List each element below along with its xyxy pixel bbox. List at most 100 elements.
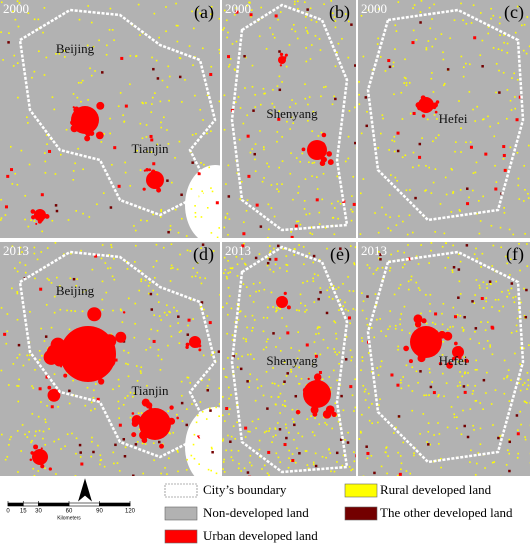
rural-land bbox=[445, 382, 448, 384]
rural-land bbox=[127, 297, 130, 300]
rural-land bbox=[160, 208, 163, 211]
rural-land bbox=[154, 276, 156, 279]
other-land bbox=[278, 88, 282, 92]
rural-land bbox=[48, 279, 50, 281]
rural-land bbox=[63, 253, 65, 256]
rural-land bbox=[9, 145, 12, 148]
rural-land bbox=[101, 309, 104, 311]
rural-land bbox=[188, 45, 191, 47]
rural-land bbox=[495, 63, 498, 65]
rural-land bbox=[118, 407, 120, 410]
rural-land bbox=[388, 269, 391, 272]
rural-land bbox=[63, 56, 66, 58]
urban-land bbox=[307, 377, 310, 381]
rural-land bbox=[64, 445, 66, 448]
rural-land bbox=[35, 430, 37, 433]
rural-land bbox=[27, 12, 30, 15]
rural-land bbox=[271, 382, 274, 385]
rural-land bbox=[238, 305, 240, 308]
rural-land bbox=[475, 359, 477, 362]
urban-land bbox=[118, 423, 122, 427]
urban-land bbox=[352, 202, 356, 206]
rural-land bbox=[378, 404, 380, 406]
other-land bbox=[166, 179, 169, 182]
rural-land bbox=[169, 225, 172, 227]
rural-land bbox=[231, 339, 234, 341]
urban-land bbox=[490, 325, 494, 329]
rural-land bbox=[169, 228, 172, 231]
rural-land bbox=[263, 92, 265, 95]
panel-label: (b) bbox=[329, 2, 350, 23]
rural-land bbox=[350, 359, 352, 362]
rural-land bbox=[163, 116, 165, 119]
rural-land bbox=[218, 227, 220, 229]
rural-land bbox=[117, 105, 120, 108]
rural-land bbox=[289, 106, 291, 108]
rural-land bbox=[37, 470, 40, 472]
rural-land bbox=[304, 450, 307, 452]
rural-land bbox=[459, 384, 462, 387]
rural-land bbox=[377, 250, 380, 253]
rural-land bbox=[176, 40, 179, 43]
rural-land bbox=[74, 310, 76, 312]
year-label: 2000 bbox=[225, 1, 251, 16]
rural-land bbox=[447, 256, 450, 259]
rural-land bbox=[317, 135, 320, 137]
rural-land bbox=[152, 289, 154, 292]
rural-land bbox=[223, 471, 226, 473]
rural-land bbox=[152, 213, 155, 216]
urban-land bbox=[120, 56, 124, 60]
rural-land bbox=[237, 450, 240, 452]
rural-land bbox=[204, 277, 206, 280]
rural-land bbox=[227, 313, 229, 316]
rural-land bbox=[243, 221, 245, 224]
rural-land bbox=[304, 26, 307, 29]
rural-land bbox=[405, 189, 408, 192]
rural-land bbox=[519, 378, 522, 380]
rural-land bbox=[431, 45, 434, 48]
rural-land bbox=[33, 18, 36, 21]
rural-land bbox=[499, 16, 501, 19]
urban-land bbox=[95, 131, 104, 140]
rural-land bbox=[175, 24, 178, 27]
rural-land bbox=[304, 311, 306, 313]
urban-land bbox=[398, 472, 402, 476]
urban-land bbox=[249, 13, 253, 17]
rural-land bbox=[381, 114, 384, 116]
rural-land bbox=[311, 233, 314, 235]
rural-land bbox=[19, 261, 21, 264]
rural-land bbox=[377, 37, 379, 40]
rural-land bbox=[341, 464, 344, 467]
rural-land bbox=[66, 309, 68, 312]
rural-land bbox=[379, 318, 381, 320]
rural-land bbox=[507, 289, 509, 292]
rural-land bbox=[355, 147, 356, 149]
rural-land bbox=[160, 210, 162, 213]
rural-land bbox=[138, 289, 141, 292]
rural-land bbox=[273, 36, 276, 39]
rural-land bbox=[284, 400, 286, 402]
rural-land bbox=[290, 231, 292, 233]
urban-land bbox=[267, 450, 271, 454]
rural-land bbox=[258, 35, 261, 38]
rural-land bbox=[275, 452, 278, 455]
rural-land bbox=[31, 413, 34, 415]
rural-land bbox=[319, 353, 322, 356]
rural-land bbox=[528, 344, 530, 346]
rural-land bbox=[157, 301, 160, 303]
rural-land bbox=[189, 250, 192, 252]
rural-land bbox=[262, 394, 265, 397]
rural-land bbox=[90, 455, 92, 458]
rural-land bbox=[271, 441, 273, 443]
rural-land bbox=[462, 66, 465, 69]
rural-land bbox=[17, 385, 20, 387]
rural-land bbox=[126, 395, 129, 397]
urban-land bbox=[152, 339, 156, 343]
urban-land bbox=[318, 141, 326, 149]
rural-land bbox=[54, 242, 57, 244]
rural-land bbox=[275, 346, 277, 348]
rural-land bbox=[193, 433, 196, 436]
year-label: 2000 bbox=[3, 1, 29, 16]
rural-land bbox=[359, 233, 362, 235]
rural-land bbox=[236, 421, 238, 424]
